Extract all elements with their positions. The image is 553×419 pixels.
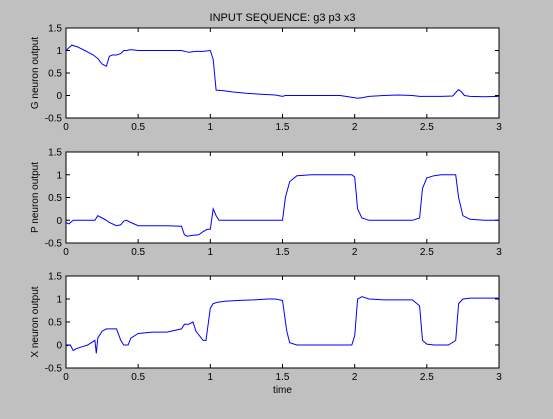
x-tick-label: 3 [496,372,502,383]
y-tick-label: 1 [56,170,62,181]
y-tick-label: 1 [56,46,62,57]
x-tick-label: 0 [63,247,69,258]
x-tick-label: 2.5 [420,122,434,133]
axes-2: -0.500.511.50 0.5 1 1.5 2 2.5 3P neuron output [30,148,502,259]
chart-title: INPUT SEQUENCE: g3 p3 x3 [210,12,356,24]
series-line [65,44,500,99]
y-tick-label: 0 [56,216,62,227]
x-tick-label: 1 [208,372,214,383]
x-tick-label: 2.5 [420,247,434,258]
x-tick-label: 2 [352,122,358,133]
x-tick-label: 1 [208,122,214,133]
y-tick-label: -0.5 [45,239,63,250]
x-tick-label: 1 [208,247,214,258]
y-axis-label: X neuron output [30,286,41,357]
y-tick-label: 0 [56,91,62,102]
x-tick-label: 2.5 [420,372,434,383]
y-tick-label: 0 [56,341,62,352]
x-tick-label: 0 [63,122,69,133]
x-tick-label: 2 [352,372,358,383]
x-tick-label: 1.5 [276,122,290,133]
x-tick-label: 3 [496,122,502,133]
x-tick-label: 0.5 [131,247,145,258]
plot-area [65,27,500,119]
y-tick-label: 0.5 [48,69,62,80]
plot-area [65,275,500,369]
x-tick-label: 1.5 [276,372,290,383]
y-tick-label: -0.5 [45,364,63,375]
x-tick-label: 0.5 [131,372,145,383]
y-tick-label: 1.5 [48,272,62,283]
y-tick-label: 0.5 [48,193,62,204]
y-axis-label: G neuron output [30,37,41,109]
y-tick-label: 0.5 [48,318,62,329]
series-line [65,296,499,354]
y-tick-label: 1.5 [48,24,62,35]
y-tick-label: -0.5 [45,114,63,125]
y-tick-label: 1.5 [48,148,62,159]
x-axis-label: time [273,385,292,396]
x-tick-label: 3 [496,247,502,258]
x-tick-label: 1.5 [276,247,290,258]
y-tick-label: 1 [56,295,62,306]
x-tick-label: 0.5 [131,122,145,133]
y-axis-label: P neuron output [30,162,41,233]
x-tick-label: 2 [352,247,358,258]
plot-area [65,151,500,244]
series-line [65,174,499,237]
axes-3: -0.500.511.50 0.5 1 1.5 2 2.5 3X neuron output… [30,272,502,397]
x-tick-label: 0 [63,372,69,383]
